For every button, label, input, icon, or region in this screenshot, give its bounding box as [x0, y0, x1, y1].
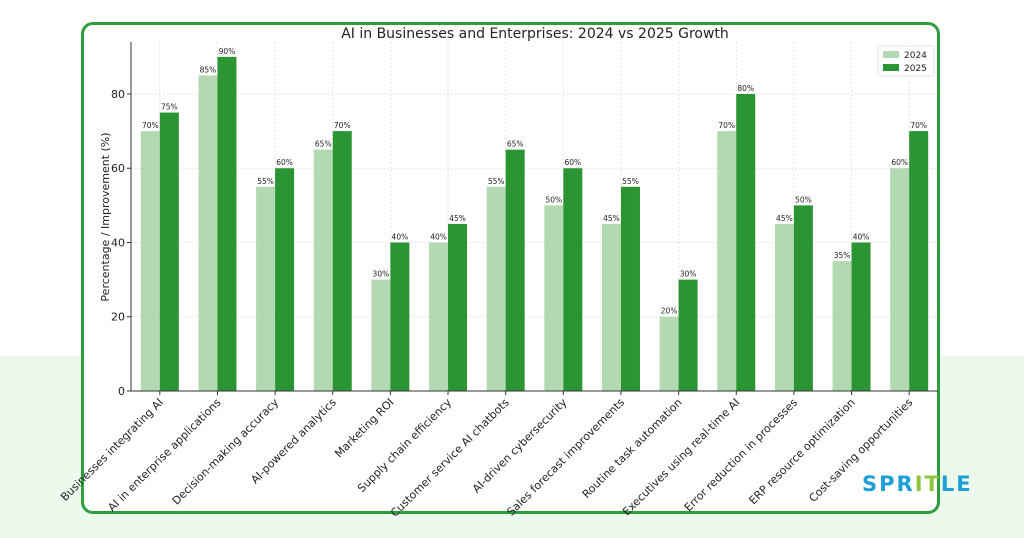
x-tick-label: Customer service AI chatbots	[388, 396, 512, 520]
bar-2025	[505, 149, 525, 391]
bar-2025	[448, 223, 468, 391]
bar-2024	[659, 316, 679, 391]
bar-value-label: 65%	[507, 140, 524, 149]
x-tick-label: Supply chain efficiency	[355, 396, 454, 495]
brand-logo: SPRITLE	[862, 472, 973, 496]
bar-2025	[620, 186, 640, 391]
bar-value-label: 50%	[545, 195, 562, 204]
bar-value-label: 75%	[161, 103, 178, 112]
x-tick-label: Executives using real-time AI	[620, 396, 742, 518]
y-tick-label: 80	[111, 88, 125, 101]
bar-value-label: 40%	[430, 232, 447, 241]
bar-value-label: 60%	[564, 158, 581, 167]
bar-2024	[198, 75, 218, 392]
bar-value-label: 90%	[219, 47, 236, 56]
bar-2025	[217, 56, 237, 391]
legend-label: 2024	[904, 51, 927, 61]
bar-2024	[890, 168, 910, 391]
bar-value-label: 40%	[853, 232, 870, 241]
legend-swatch	[883, 64, 899, 71]
bar-2024	[717, 131, 737, 391]
chart-title: AI in Businesses and Enterprises: 2024 v…	[341, 26, 729, 42]
bar-value-label: 45%	[776, 214, 793, 223]
y-tick-label: 0	[118, 385, 125, 398]
bar-2025	[332, 131, 352, 391]
bar-2025	[851, 242, 871, 391]
bar-2024	[313, 149, 333, 391]
x-tick-label: AI-driven cybersecurity	[470, 396, 570, 496]
bar-value-label: 85%	[200, 65, 217, 74]
bar-value-label: 70%	[718, 121, 735, 130]
legend-swatch	[883, 51, 899, 58]
y-axis-label: Percentage / Improvement (%)	[99, 132, 112, 301]
bar-2025	[275, 168, 295, 391]
bar-2024	[774, 223, 794, 391]
bar-value-label: 35%	[834, 251, 851, 260]
x-tick-label: Error reduction in processes	[682, 396, 800, 514]
bar-2024	[371, 279, 391, 391]
bar-2025	[159, 112, 179, 392]
bar-value-label: 30%	[680, 270, 697, 279]
x-tick-label: AI in enterprise applications	[105, 396, 223, 514]
bar-value-label: 55%	[257, 177, 274, 186]
bar-2025	[909, 131, 929, 391]
bar-2025	[678, 279, 698, 391]
x-tick-label: Businesses integrating AI	[58, 396, 166, 504]
bar-value-label: 70%	[142, 121, 159, 130]
x-tick-label: Sales forecast improvements	[505, 396, 628, 519]
bar-2024	[601, 223, 621, 391]
x-tick-label: Decision-making accuracy	[170, 396, 282, 508]
bar-value-label: 40%	[392, 232, 409, 241]
bar-2025	[563, 168, 583, 391]
x-tick-label: ERP resource optimization	[746, 396, 857, 507]
y-tick-label: 20	[111, 311, 125, 324]
bar-2024	[832, 261, 852, 391]
bar-value-label: 20%	[661, 307, 678, 316]
bar-2024	[256, 186, 276, 391]
y-tick-label: 40	[111, 236, 125, 249]
bar-2025	[793, 205, 813, 391]
bar-value-label: 50%	[795, 195, 812, 204]
legend-label: 2025	[904, 64, 927, 74]
bar-value-label: 45%	[603, 214, 620, 223]
bar-value-label: 70%	[910, 121, 927, 130]
bar-2024	[429, 242, 449, 391]
x-tick-label: Routine task automation	[580, 396, 685, 501]
x-tick-label: Marketing ROI	[332, 396, 396, 460]
bar-value-label: 65%	[315, 140, 332, 149]
bar-2025	[390, 242, 410, 391]
bar-value-label: 45%	[449, 214, 466, 223]
bar-value-label: 60%	[891, 158, 908, 167]
bar-2025	[736, 93, 756, 391]
bar-2024	[486, 186, 506, 391]
legend: 2024 2025	[877, 45, 935, 77]
y-tick-label: 60	[111, 162, 125, 175]
bar-value-label: 30%	[373, 270, 390, 279]
bar-value-label: 80%	[737, 84, 754, 93]
bar-value-label: 70%	[334, 121, 351, 130]
bar-value-label: 55%	[488, 177, 505, 186]
bar-2024	[140, 131, 160, 391]
bar-value-label: 60%	[276, 158, 293, 167]
bar-value-label: 55%	[622, 177, 639, 186]
bar-2024	[544, 205, 564, 391]
